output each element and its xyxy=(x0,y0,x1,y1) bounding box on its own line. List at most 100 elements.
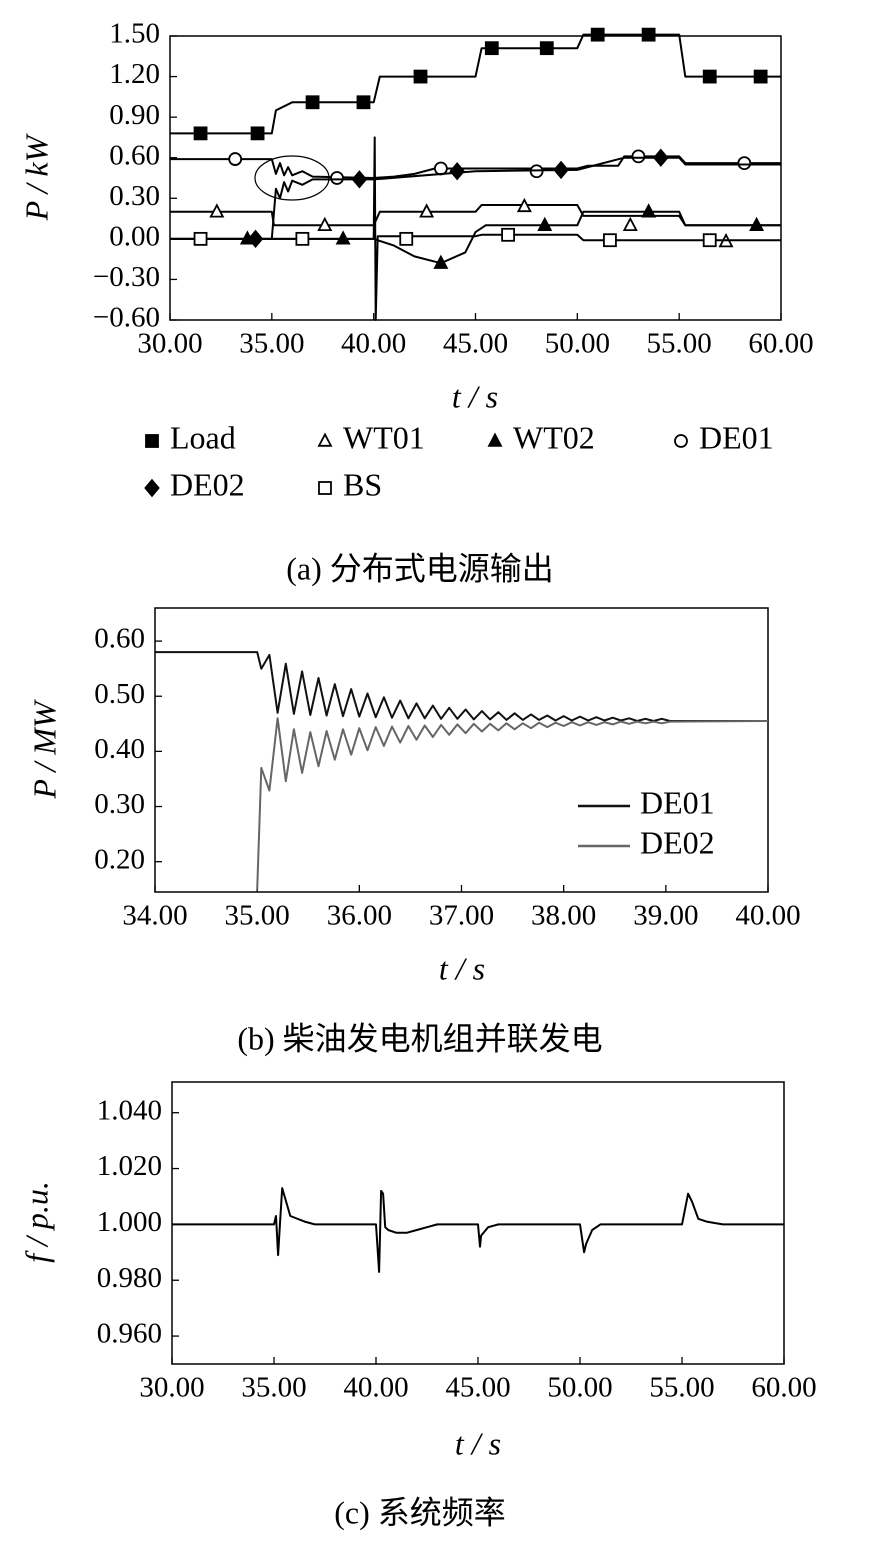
marker xyxy=(702,233,717,248)
annotation-ellipse xyxy=(254,155,330,201)
series-line xyxy=(155,651,768,722)
y-tick-label: 0.50 xyxy=(94,678,145,710)
marker xyxy=(250,126,265,141)
x-tick-label: 50.00 xyxy=(547,1372,612,1404)
y-axis-label: P / kW xyxy=(18,132,54,221)
marker xyxy=(413,69,428,84)
y-axis-label: P / MW xyxy=(26,698,62,800)
legend-label: Load xyxy=(170,419,236,455)
x-tick-label: 55.00 xyxy=(649,1372,714,1404)
y-tick-label: 0.30 xyxy=(94,788,145,820)
marker xyxy=(631,149,646,164)
series-line xyxy=(172,1187,784,1273)
y-tick-label: 1.50 xyxy=(109,18,160,50)
marker xyxy=(603,233,617,248)
y-tick-label: 1.000 xyxy=(97,1206,162,1238)
marker xyxy=(449,162,465,181)
x-tick-label: 37.00 xyxy=(429,900,494,932)
marker xyxy=(144,478,160,498)
x-tick-label: 60.00 xyxy=(748,328,813,360)
x-tick-label: 34.00 xyxy=(122,900,187,932)
y-tick-label: −0.60 xyxy=(93,302,160,334)
marker xyxy=(351,170,368,189)
legend-label: DE02 xyxy=(170,466,245,502)
x-tick-label: 36.00 xyxy=(327,900,392,932)
x-tick-label: 35.00 xyxy=(225,900,290,932)
plot-frame xyxy=(171,1081,785,1365)
x-axis-label: t / s xyxy=(439,950,485,986)
x-tick-label: 50.00 xyxy=(545,328,610,360)
marker xyxy=(753,69,768,84)
x-tick-label: 45.00 xyxy=(443,328,508,360)
marker xyxy=(737,156,752,171)
x-tick-label: 40.00 xyxy=(735,900,800,932)
marker xyxy=(553,160,569,180)
x-axis-label: t / s xyxy=(452,378,498,414)
marker xyxy=(537,216,553,232)
marker xyxy=(356,95,371,110)
marker xyxy=(193,126,208,141)
marker xyxy=(193,231,208,246)
series-line xyxy=(170,136,781,321)
y-tick-label: 0.90 xyxy=(109,99,160,131)
y-tick-label: 1.20 xyxy=(109,58,160,90)
series-line xyxy=(170,156,781,240)
marker xyxy=(501,227,515,242)
series-line xyxy=(170,33,781,135)
marker xyxy=(484,41,499,56)
x-tick-label: 38.00 xyxy=(531,900,596,932)
marker xyxy=(702,69,717,84)
y-tick-label: 0.40 xyxy=(94,733,145,765)
y-tick-label: 0.980 xyxy=(97,1262,162,1294)
x-tick-label: 30.00 xyxy=(139,1372,204,1404)
legend-label: DE01 xyxy=(699,419,774,455)
y-tick-label: 0.960 xyxy=(97,1318,162,1350)
marker xyxy=(228,152,243,166)
x-tick-label: 60.00 xyxy=(751,1372,816,1404)
y-tick-label: 0.30 xyxy=(109,180,160,212)
marker xyxy=(516,197,532,213)
series-line xyxy=(256,717,769,890)
marker xyxy=(318,481,332,495)
caption: (a) 分布式电源输出 xyxy=(286,550,554,586)
marker xyxy=(295,231,310,246)
marker xyxy=(590,27,605,42)
x-tick-label: 30.00 xyxy=(137,328,202,360)
plot-frame xyxy=(169,35,782,321)
marker xyxy=(433,254,449,269)
marker xyxy=(641,27,656,42)
legend-label: DE01 xyxy=(640,784,715,820)
y-tick-label: 0.00 xyxy=(109,221,160,253)
marker xyxy=(749,216,765,232)
marker xyxy=(641,203,657,218)
legend-label: WT02 xyxy=(513,419,595,455)
x-tick-label: 40.00 xyxy=(341,328,406,360)
y-tick-label: 1.020 xyxy=(97,1150,162,1182)
x-tick-label: 35.00 xyxy=(241,1372,306,1404)
legend-label: WT01 xyxy=(343,419,425,455)
marker xyxy=(399,231,414,246)
y-tick-label: 1.040 xyxy=(97,1094,162,1126)
y-tick-label: 0.60 xyxy=(109,139,160,171)
x-tick-label: 39.00 xyxy=(633,900,698,932)
x-tick-label: 40.00 xyxy=(343,1372,408,1404)
y-tick-label: 0.60 xyxy=(94,623,145,655)
marker xyxy=(317,432,333,447)
legend-label: DE02 xyxy=(640,824,715,860)
marker xyxy=(539,41,554,56)
legend-label: BS xyxy=(343,466,382,502)
series-line xyxy=(170,204,781,227)
marker xyxy=(330,171,344,185)
marker xyxy=(209,203,225,218)
marker xyxy=(622,216,638,232)
marker xyxy=(487,432,503,447)
caption: (b) 柴油发电机组并联发电 xyxy=(237,1020,602,1056)
x-tick-label: 45.00 xyxy=(445,1372,510,1404)
caption: (c) 系统频率 xyxy=(334,1494,506,1530)
series-line xyxy=(170,210,781,265)
series-line xyxy=(170,155,781,179)
marker xyxy=(305,95,320,110)
marker xyxy=(145,434,159,448)
marker xyxy=(674,434,688,448)
